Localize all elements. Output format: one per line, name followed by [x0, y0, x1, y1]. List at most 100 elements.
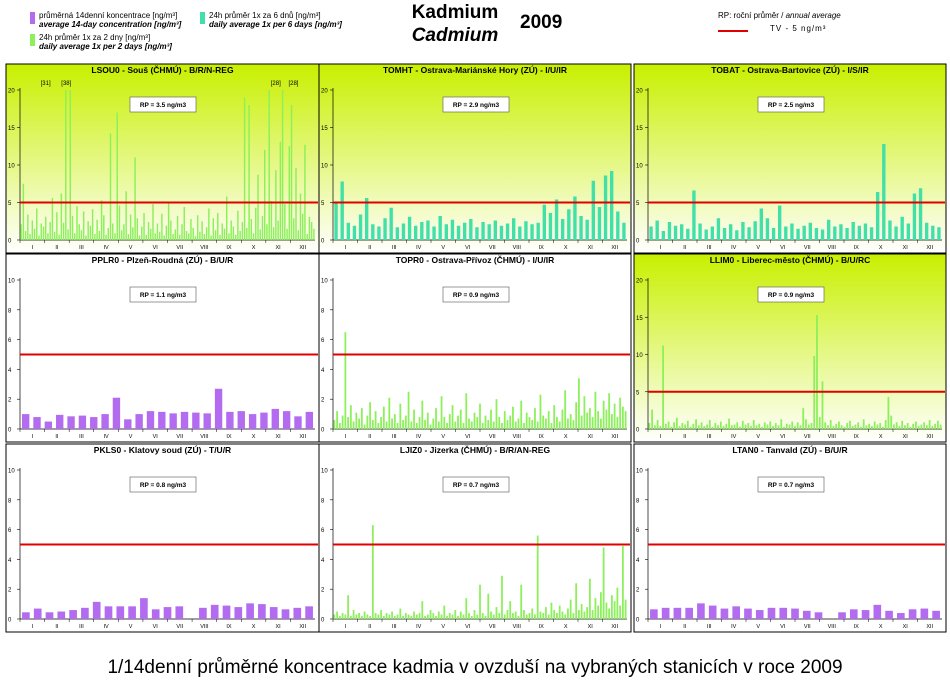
data-bar: [125, 191, 127, 240]
data-bar: [597, 207, 602, 240]
data-bar: [234, 607, 243, 619]
data-bar: [882, 426, 884, 429]
data-bar: [865, 425, 868, 429]
data-bar: [175, 606, 184, 619]
legend-biweekly: průměrná 14denní koncentrace [ng/m³] ave…: [30, 11, 181, 29]
data-bar: [468, 613, 470, 619]
data-bar: [277, 220, 279, 240]
data-bar: [429, 424, 432, 429]
y-tick-label: 0: [636, 428, 640, 434]
data-bar: [424, 420, 426, 429]
data-bar: [624, 599, 627, 619]
x-tick-label: VI: [465, 245, 471, 251]
data-bar: [336, 611, 339, 619]
x-tick-label: V: [756, 245, 760, 251]
y-tick-label: 6: [321, 528, 325, 534]
data-bar: [827, 425, 829, 429]
y-tick-label: 2: [8, 398, 12, 404]
data-bar: [649, 226, 653, 240]
data-bar: [432, 226, 436, 240]
x-tick-label: VI: [780, 245, 786, 251]
data-bar: [753, 221, 757, 240]
data-bar: [470, 616, 473, 619]
legend-swatch-daily6: [200, 12, 205, 24]
panel-frame: [318, 443, 632, 633]
data-bar: [263, 150, 266, 240]
data-bar: [534, 614, 536, 619]
data-bar: [501, 423, 503, 429]
data-bar: [103, 215, 105, 240]
data-bar: [358, 418, 360, 429]
data-bar: [288, 146, 291, 240]
data-bar: [385, 421, 388, 429]
x-tick-label: II: [368, 624, 372, 630]
data-bar: [252, 233, 255, 240]
x-tick-label: XII: [611, 624, 618, 630]
data-bar: [446, 616, 448, 619]
data-bar: [426, 614, 429, 619]
y-tick-label: 2: [636, 588, 640, 594]
data-bar: [655, 220, 659, 240]
legend-swatch-daily2: [30, 34, 35, 46]
x-tick-label: VIII: [513, 434, 522, 440]
data-bar: [547, 411, 550, 429]
data-bar: [355, 412, 358, 429]
data-bar: [621, 545, 624, 619]
data-bar: [586, 412, 589, 429]
data-bar: [554, 199, 559, 240]
x-tick-label: IV: [731, 434, 737, 440]
data-bar: [567, 608, 569, 619]
data-bar: [894, 226, 898, 240]
data-bar: [210, 235, 212, 240]
x-tick-label: III: [707, 434, 712, 440]
legend-daily2: 24h průměr 1x za 2 dny [ng/m³] daily ave…: [30, 33, 172, 51]
data-bar: [667, 421, 670, 429]
data-bar: [728, 418, 730, 429]
data-bar: [525, 614, 528, 619]
data-bar: [567, 418, 569, 429]
data-bar: [579, 216, 583, 240]
x-tick-label: V: [441, 245, 445, 251]
data-bar: [407, 216, 412, 240]
data-bar: [401, 223, 406, 240]
data-bar: [475, 227, 479, 240]
x-tick-label: II: [683, 245, 687, 251]
data-bar: [767, 607, 776, 619]
data-bar: [24, 231, 27, 240]
data-bar: [468, 418, 470, 429]
data-bar: [438, 216, 442, 240]
chart-panel: LLIM0 - Liberec-město (ČHMÚ) - B/U/RC 0 5 1…: [633, 253, 947, 443]
x-tick-label: XII: [926, 434, 933, 440]
y-tick-label: 0: [8, 239, 12, 245]
data-bar: [720, 608, 729, 619]
data-bar: [897, 613, 905, 619]
data-bar: [558, 421, 561, 429]
y-tick-label: 0: [8, 428, 12, 434]
data-bar: [810, 423, 813, 429]
data-bar: [305, 606, 313, 619]
data-bar: [610, 595, 613, 619]
data-bar: [310, 222, 313, 240]
data-bar: [686, 420, 689, 429]
data-bar: [138, 235, 141, 240]
data-bar: [572, 420, 575, 429]
data-bar: [85, 235, 87, 240]
data-bar: [57, 611, 66, 619]
data-bar: [355, 614, 358, 619]
data-bar: [845, 228, 849, 240]
data-bar: [45, 612, 54, 619]
data-bar: [868, 423, 871, 429]
data-bar: [352, 610, 355, 619]
x-tick-label: V: [129, 434, 133, 440]
panel-frame: [633, 253, 947, 443]
x-tick-label: IV: [731, 624, 737, 630]
y-tick-label: 8: [636, 498, 640, 504]
data-bar: [747, 227, 751, 240]
data-bar: [237, 411, 245, 429]
data-bar: [176, 216, 179, 240]
data-bar: [498, 613, 501, 619]
panel-title: LJIZ0 - Jizerka (ČHMÚ) - B/R/AN-REG: [400, 444, 551, 455]
data-bar: [667, 222, 672, 240]
data-bar: [104, 606, 113, 619]
data-bar: [432, 613, 435, 619]
